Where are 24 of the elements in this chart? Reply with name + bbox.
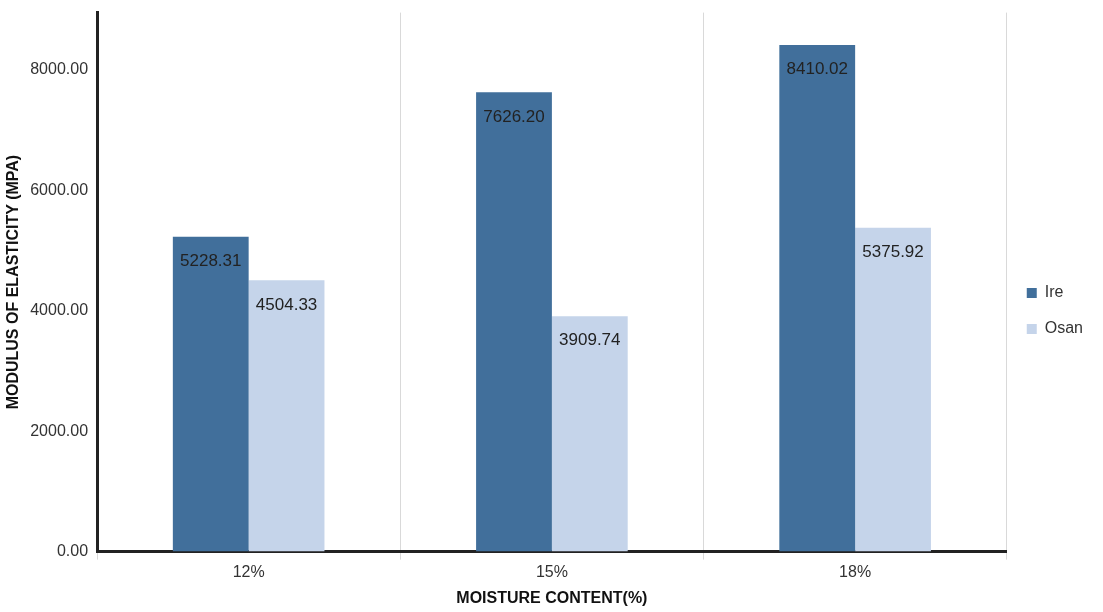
bar [172,236,249,552]
x-tick-label: 18% [839,562,872,580]
bar [551,316,628,552]
y-tick-label: 2000.00 [30,421,89,439]
legend-label: Osan [1044,319,1084,337]
data-label: 3909.74 [559,330,621,350]
y-tick-label: 6000.00 [30,180,89,198]
y-tick-label: 8000.00 [30,60,89,78]
data-label: 7626.20 [483,106,545,126]
y-tick-label: 0.00 [56,542,89,560]
data-label: 4504.33 [255,294,318,314]
bar [855,227,931,552]
legend-label: Ire [1044,283,1064,301]
data-label: 8410.02 [786,59,848,79]
data-label: 5375.92 [862,242,924,262]
x-axis-title: MOISTURE CONTENT(%) [456,588,648,606]
bar [248,280,325,552]
x-tick-label: 15% [535,562,568,580]
bar [779,45,856,552]
bar [476,92,552,552]
y-tick-label: 4000.00 [30,301,89,319]
x-tick-label: 12% [232,562,265,580]
y-axis-title: MODULUS OF ELASTICITY (MPA) [4,154,22,410]
data-label: 5228.31 [180,250,242,270]
